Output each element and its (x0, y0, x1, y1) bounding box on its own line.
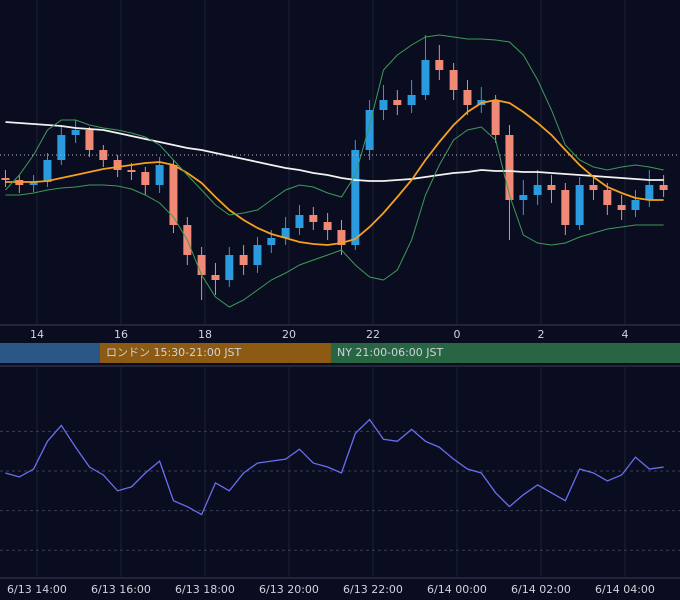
candle-body (197, 255, 206, 275)
candle-body (351, 150, 360, 245)
candle-body (393, 100, 402, 105)
candle-body (211, 275, 220, 280)
candle-body (1, 178, 10, 180)
candle-body (547, 185, 556, 190)
indicator-line (5, 121, 664, 182)
session-label: NY 21:00-06:00 JST (337, 346, 444, 359)
x-tick-label: 6/13 22:00 (343, 583, 403, 596)
candle-body (155, 165, 164, 185)
candle-body (491, 100, 500, 135)
candle-body (407, 95, 416, 105)
candle-body (99, 150, 108, 160)
candle-body (295, 215, 304, 228)
candle-body (141, 172, 150, 185)
x-tick-label: 6/14 04:00 (595, 583, 655, 596)
candle-body (449, 70, 458, 90)
indicator-line (5, 126, 664, 308)
candle-body (561, 190, 570, 225)
x-tick-label: 2 (537, 328, 544, 341)
candle-body (113, 160, 122, 170)
x-tick-label: 6/13 14:00 (7, 583, 67, 596)
oscillator-line (5, 418, 664, 516)
candle-body (603, 190, 612, 205)
candle-body (239, 255, 248, 265)
indicator-line (5, 99, 664, 246)
x-tick-label: 6/14 00:00 (427, 583, 487, 596)
candle-body (43, 160, 52, 182)
candle-body (505, 135, 514, 200)
x-tick-label: 6/13 20:00 (259, 583, 319, 596)
x-tick-label: 0 (453, 328, 460, 341)
session-label: ロンドン 15:30-21:00 JST (106, 346, 242, 359)
candle-body (645, 185, 654, 200)
candle-body (533, 185, 542, 195)
candle-body (281, 228, 290, 238)
candle-body (29, 182, 38, 185)
candle-body (589, 185, 598, 190)
x-tick-label: 14 (30, 328, 44, 341)
candle-body (379, 100, 388, 110)
candle-body (267, 238, 276, 245)
x-tick-label: 20 (282, 328, 296, 341)
candle-body (365, 110, 374, 150)
candle-body (631, 200, 640, 210)
x-tick-label: 22 (366, 328, 380, 341)
candle-body (323, 222, 332, 230)
candle-body (225, 255, 234, 280)
x-tick-label: 4 (621, 328, 628, 341)
candle-body (519, 195, 528, 200)
x-tick-label: 18 (198, 328, 212, 341)
candle-body (127, 170, 136, 172)
candle-body (659, 185, 668, 190)
x-tick-label: 6/13 16:00 (91, 583, 151, 596)
session-band (330, 343, 680, 363)
session-band (0, 343, 100, 363)
candle-body (617, 205, 626, 210)
candle-body (463, 90, 472, 105)
candle-body (435, 60, 444, 70)
candle-body (309, 215, 318, 222)
indicator-line (5, 34, 664, 216)
session-band (99, 343, 331, 363)
candle-body (253, 245, 262, 265)
candle-body (71, 130, 80, 135)
candle-body (85, 130, 94, 150)
candle-body (421, 60, 430, 95)
candle-body (57, 135, 66, 160)
x-tick-label: 16 (114, 328, 128, 341)
x-tick-label: 6/14 02:00 (511, 583, 571, 596)
x-tick-label: 6/13 18:00 (175, 583, 235, 596)
candle-body (575, 185, 584, 225)
candle-body (169, 165, 178, 225)
candle-body (337, 230, 346, 245)
